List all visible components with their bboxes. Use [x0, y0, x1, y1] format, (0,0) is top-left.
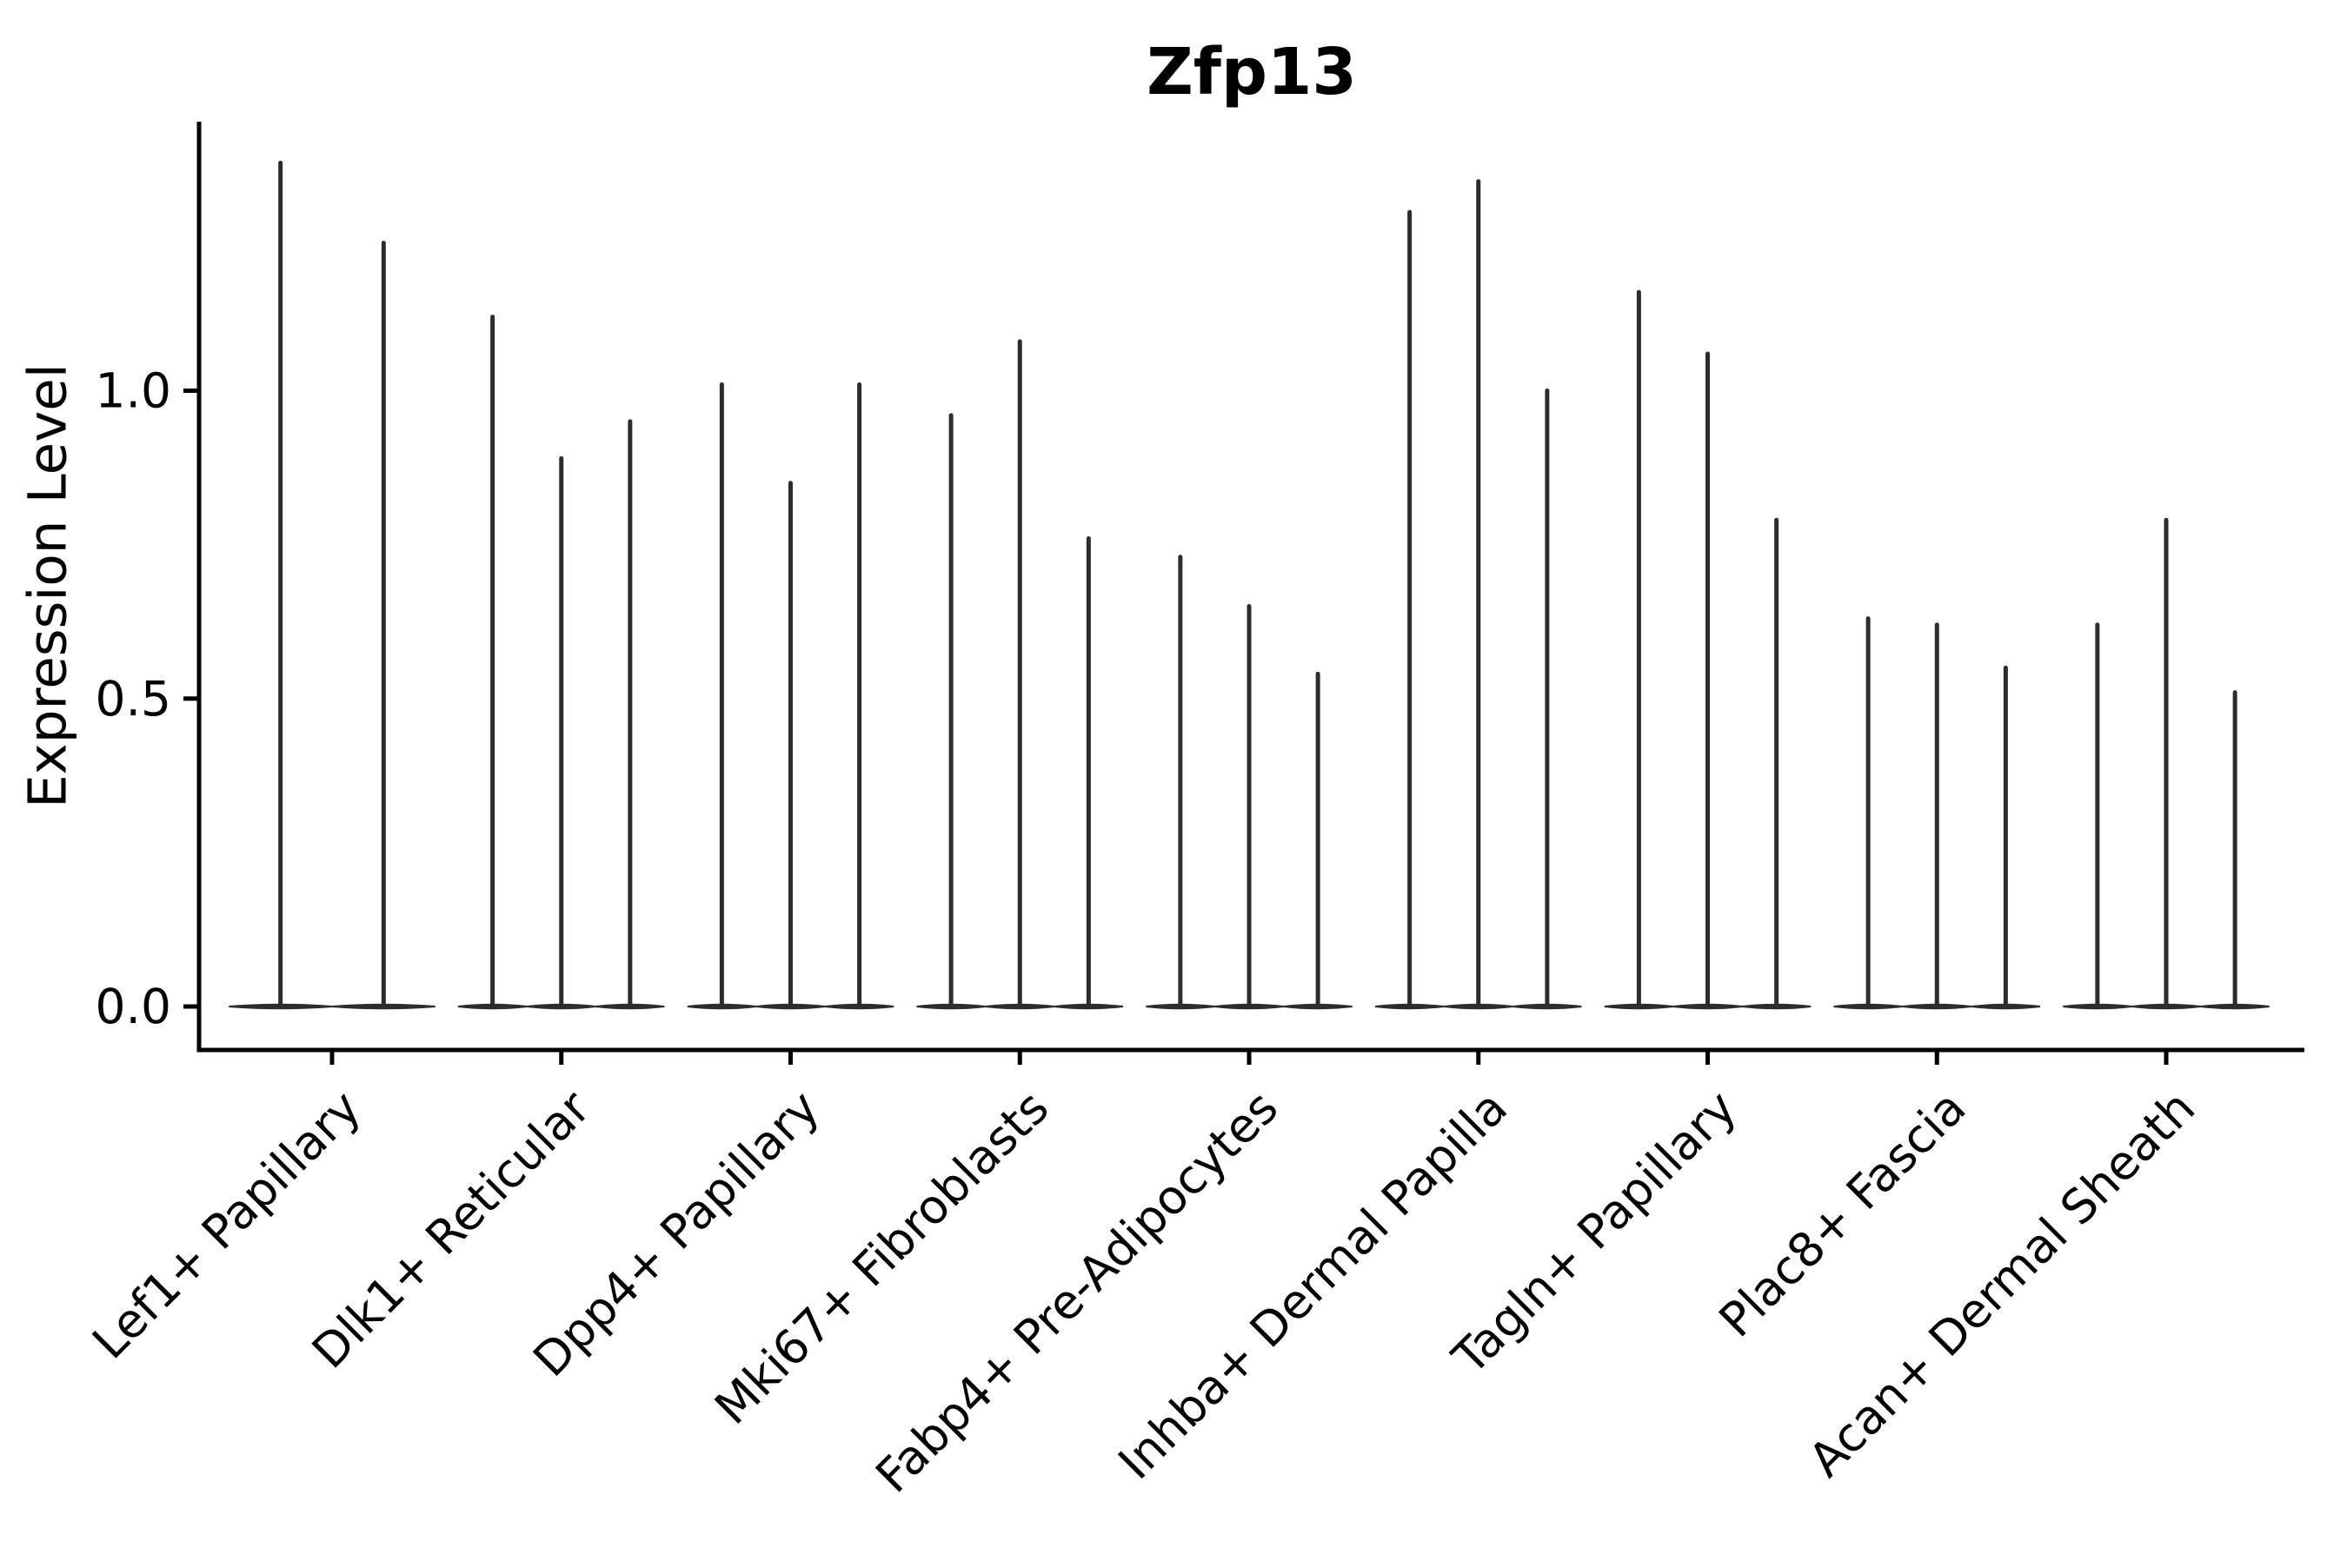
y-tick-label: 0.5 [96, 671, 171, 727]
y-axis-label: Expression Level [17, 363, 79, 808]
y-tick-label: 0.0 [96, 979, 171, 1034]
x-tick-label: Inhba+ Dermal Papilla [1108, 1080, 1518, 1490]
y-tick-label: 1.0 [96, 363, 171, 419]
x-tick-label: Plac8+ Fascia [1709, 1080, 1977, 1348]
x-tick-label: Acan+ Dermal Sheath [1798, 1080, 2205, 1487]
x-tick-label: Fabp4+ Pre-Adipocytes [865, 1080, 1288, 1504]
plot-title: Zfp13 [1147, 35, 1357, 110]
